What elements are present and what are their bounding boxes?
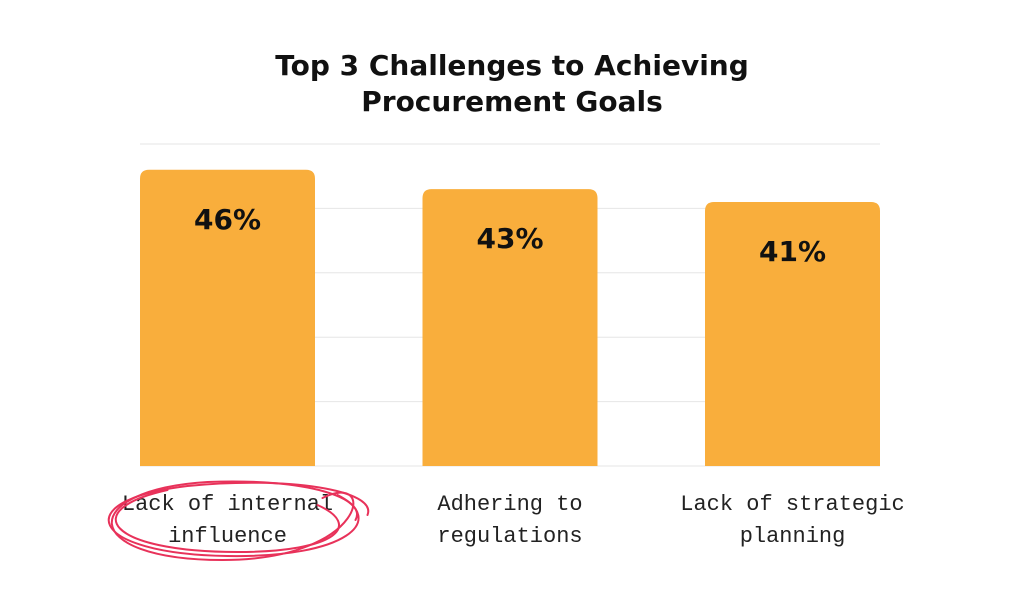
highlight-stroke [107,481,370,558]
highlight-circle [107,480,370,562]
chart-title-line-1: Top 3 Challenges to Achieving [275,49,749,82]
bar-value-label: 43% [476,222,543,255]
bar [705,201,880,466]
category-label: regulations [437,524,582,549]
category-label: Adhering to [437,492,582,517]
highlight-stroke [114,489,340,554]
chart-title-line-2: Procurement Goals [361,85,663,118]
category-label: influence [168,524,287,549]
category-label: planning [740,524,846,549]
category-label: Lack of strategic [680,492,904,517]
bar [140,169,315,466]
chart-title: Top 3 Challenges to Achieving Procuremen… [0,48,1024,120]
bar-value-label: 41% [759,235,826,268]
category-label: Lack of internal [122,492,333,517]
bar [422,189,598,466]
bar-value-label: 46% [194,203,261,236]
